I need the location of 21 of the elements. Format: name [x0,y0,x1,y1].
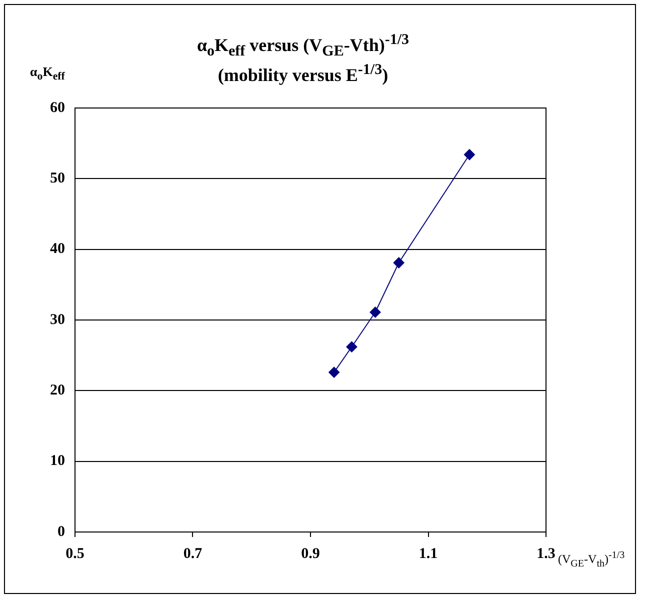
point [346,341,358,352]
y-tick-label: 40 [50,241,65,258]
y-tick-label: 50 [50,170,65,187]
x-axis-title: (V$_{GE}$-V$_{th}$)$^{-1/3}$ [558,550,625,570]
y-tick-label: 60 [50,100,65,116]
point [370,306,381,318]
point [393,257,404,268]
x-tick-label: 0.5 [66,546,84,562]
point [328,366,340,378]
chart-subtitle: (mobility versus E$^{-1/3}$) [218,62,388,85]
y-tick-label: 10 [50,453,65,470]
chart-title: α$_{o}$K$_{eff}$ versus (V$_{GE}$-Vth)$^{-1/3}$ [196,32,410,61]
y-tick-label: 20 [50,382,65,399]
x-tick-label: 1.1 [418,546,438,562]
y-tick-label: 30 [50,312,65,328]
point [464,149,475,160]
x-tick-label: 1.3 [536,546,556,562]
y-axis-title: α$_{o}$K$_{eff}$ [30,64,65,83]
y-tick-label: 0 [58,524,65,540]
x-tick-label: 0.7 [183,546,203,562]
x-tick-label: 0.9 [301,546,320,562]
